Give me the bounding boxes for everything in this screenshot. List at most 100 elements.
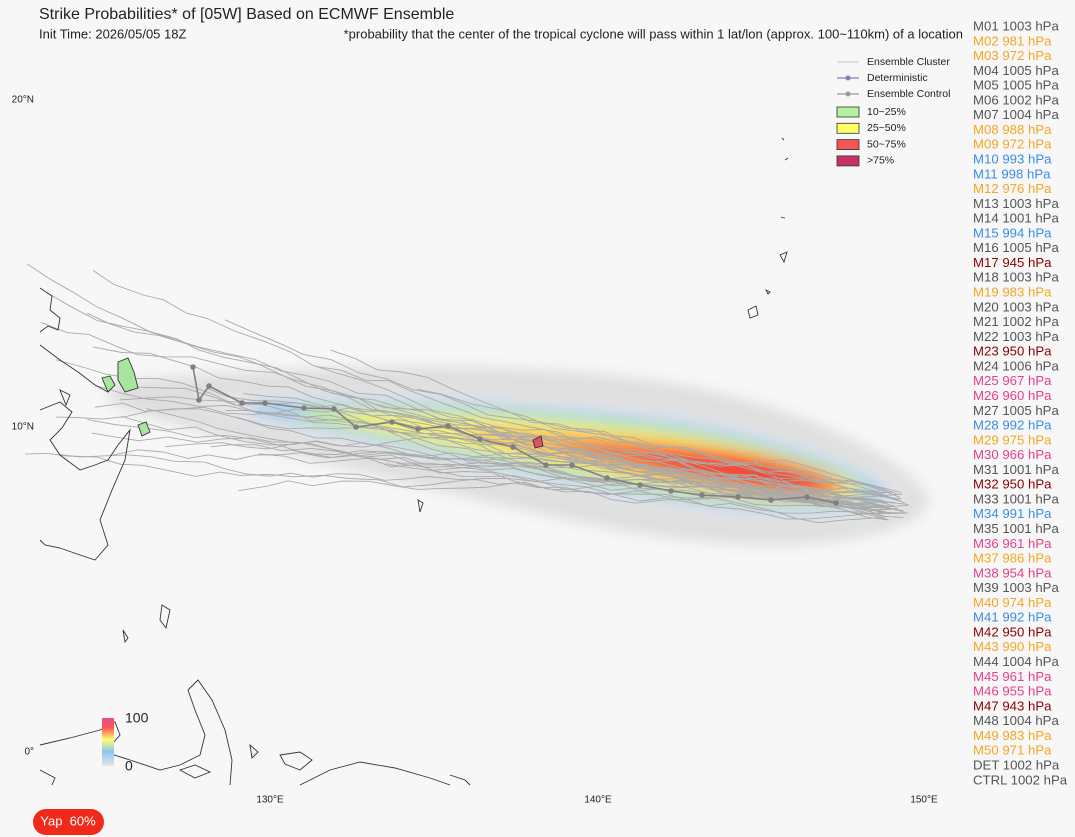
det-point	[699, 492, 705, 498]
member-label: M17 945 hPa	[973, 255, 1052, 270]
legend-dot	[845, 75, 851, 81]
lat-label: 0°	[24, 747, 34, 758]
member-label: M40 974 hPa	[973, 595, 1052, 610]
member-label: M49 983 hPa	[973, 728, 1052, 743]
det-point	[637, 482, 643, 488]
member-label: M42 950 hPa	[973, 624, 1052, 639]
legend-swatch	[836, 122, 860, 134]
member-label: M44 1004 hPa	[973, 654, 1059, 669]
member-label: M09 972 hPa	[973, 137, 1052, 152]
legend-label: 50~75%	[867, 138, 906, 150]
member-label: M18 1003 hPa	[973, 270, 1059, 285]
member-label: DET 1002 hPa	[973, 757, 1060, 772]
colorbar-max: 100	[125, 710, 149, 726]
member-label: M21 1002 hPa	[973, 314, 1059, 329]
member-label: M04 1005 hPa	[973, 63, 1059, 78]
member-label: M35 1001 hPa	[973, 521, 1059, 536]
member-label: M48 1004 hPa	[973, 713, 1059, 728]
legend-label: Ensemble Control	[867, 88, 950, 100]
member-label: M36 961 hPa	[973, 536, 1052, 551]
ensemble-tracks	[25, 263, 909, 524]
ensemble-track	[484, 460, 888, 509]
location-badge[interactable]: Yap 60%	[33, 809, 104, 835]
member-label: M31 1001 hPa	[973, 462, 1059, 477]
member-label: M29 975 hPa	[973, 432, 1052, 447]
colorbar-min: 0	[125, 758, 133, 774]
footnote: *probability that the center of the trop…	[344, 26, 963, 41]
det-point	[331, 406, 337, 412]
det-point	[804, 494, 810, 500]
lat-label: 20°N	[12, 95, 34, 106]
member-label: M32 950 hPa	[973, 477, 1052, 492]
badge-label[interactable]: Yap 60%	[40, 813, 96, 828]
colorbar	[102, 718, 114, 766]
ensemble-track	[136, 386, 885, 496]
member-label: M50 971 hPa	[973, 743, 1052, 758]
member-label: M27 1005 hPa	[973, 403, 1059, 418]
det-point	[353, 424, 359, 430]
member-label: M30 966 hPa	[973, 447, 1052, 462]
member-label: M02 981 hPa	[973, 33, 1052, 48]
lat-label: 10°N	[12, 422, 34, 433]
badge-bg[interactable]	[33, 809, 104, 835]
ensemble-track	[330, 349, 895, 507]
ensemble-track	[316, 366, 905, 504]
member-label: M08 988 hPa	[973, 122, 1052, 137]
det-point	[477, 436, 483, 442]
member-label: M13 1003 hPa	[973, 196, 1059, 211]
lon-label: 140°E	[584, 795, 612, 806]
lon-label: 150°E	[910, 795, 938, 806]
ensemble-track	[91, 432, 885, 524]
member-label: CTRL 1002 hPa	[973, 772, 1068, 787]
ensemble-track	[145, 408, 903, 499]
det-point	[604, 475, 610, 481]
legend-swatch	[836, 106, 860, 118]
member-label: M38 954 hPa	[973, 565, 1052, 580]
legend-label: Deterministic	[867, 72, 928, 84]
member-label: M06 1002 hPa	[973, 92, 1059, 107]
member-label: M39 1003 hPa	[973, 580, 1059, 595]
det-point	[262, 400, 268, 406]
ensemble-track	[397, 463, 905, 520]
det-point	[768, 497, 774, 503]
det-point	[735, 494, 741, 500]
det-point	[445, 423, 451, 429]
member-label: M16 1005 hPa	[973, 240, 1059, 255]
member-label: M15 994 hPa	[973, 225, 1052, 240]
ensemble-track	[46, 292, 896, 512]
det-point	[510, 444, 516, 450]
ensemble-track	[56, 406, 902, 493]
det-point	[190, 364, 196, 370]
member-label: M45 961 hPa	[973, 669, 1052, 684]
member-label: M25 967 hPa	[973, 373, 1052, 388]
legend-label: Ensemble Cluster	[867, 56, 950, 68]
member-label: M34 991 hPa	[973, 506, 1052, 521]
ensemble-track	[258, 453, 899, 510]
member-label: M37 986 hPa	[973, 551, 1052, 566]
legend-label: 10~25%	[867, 106, 906, 118]
member-label: M14 1001 hPa	[973, 211, 1059, 226]
member-label: M03 972 hPa	[973, 48, 1052, 63]
member-label: M47 943 hPa	[973, 698, 1052, 713]
member-label: M46 955 hPa	[973, 684, 1052, 699]
ensemble-track	[235, 416, 909, 509]
det-point	[206, 383, 212, 389]
member-label: M20 1003 hPa	[973, 299, 1059, 314]
det-point	[301, 405, 307, 411]
member-label: M33 1001 hPa	[973, 491, 1059, 506]
det-point	[569, 462, 575, 468]
legend-dot	[845, 91, 851, 97]
member-label: M43 990 hPa	[973, 639, 1052, 654]
det-point	[543, 462, 549, 468]
member-label: M05 1005 hPa	[973, 78, 1059, 93]
member-label: M22 1003 hPa	[973, 329, 1059, 344]
ensemble-track	[112, 449, 897, 495]
det-point	[196, 397, 202, 403]
legend-swatch	[836, 155, 860, 167]
legend: Ensemble Cluster Deterministic Ensemble Co…	[830, 52, 958, 170]
legend-label: >75%	[867, 155, 894, 167]
member-label: M23 950 hPa	[973, 344, 1052, 359]
